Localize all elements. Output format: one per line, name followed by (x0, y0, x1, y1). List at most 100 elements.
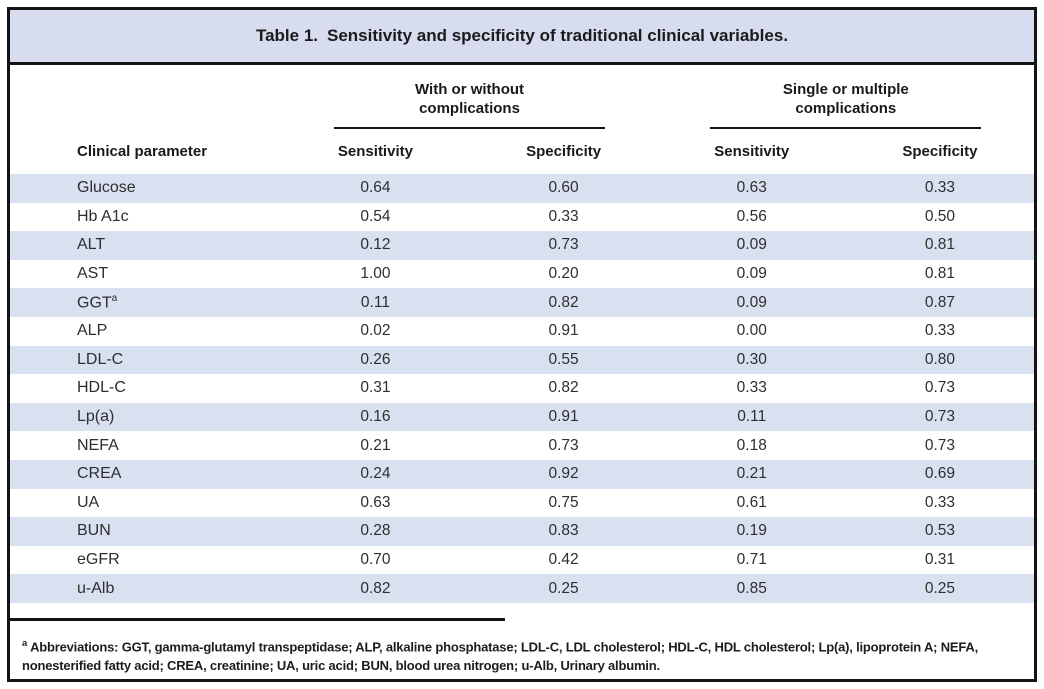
footnote-text: Abbreviations: GGT, gamma-glutamyl trans… (22, 639, 978, 674)
row-value: 0.12 (360, 236, 391, 254)
row-value: 0.25 (924, 579, 955, 597)
row-value: 0.33 (736, 379, 767, 397)
row-parameter-label: LDL-C (77, 350, 124, 368)
row-value: 0.81 (924, 265, 955, 283)
row-value: 0.28 (360, 522, 391, 540)
row-value: 0.09 (736, 293, 767, 311)
table-figure: Table 1. Sensitivity and specificity of … (7, 7, 1037, 682)
row-value: 0.33 (924, 322, 955, 340)
table-row: BUN 0.28 0.83 0.19 0.53 (10, 517, 1034, 546)
column-header-sensitivity-1: Sensitivity (337, 143, 413, 160)
column-header-row: Clinical parameter Sensitivity Specifici… (10, 129, 1034, 174)
row-value: 0.60 (548, 179, 579, 197)
row-value: 0.61 (736, 493, 767, 511)
table-row: Glucose 0.64 0.60 0.63 0.33 (10, 174, 1034, 203)
table-row: HDL-C 0.31 0.82 0.33 0.73 (10, 374, 1034, 403)
table-row: eGFR 0.70 0.42 0.71 0.31 (10, 546, 1034, 575)
table-body: Glucose 0.64 0.60 0.63 0.33 Hb A1c 0.54 0.33 0.5… (10, 174, 1034, 603)
row-value: 0.42 (548, 551, 579, 569)
row-parameter-label: BUN (77, 522, 111, 540)
column-group-single-or-multiple: Single or multiple complications (658, 65, 1034, 129)
row-value: 0.70 (360, 551, 391, 569)
row-parameter-label: HDL-C (77, 379, 126, 397)
row-parameter-label: ALT (77, 236, 106, 254)
row-value: 0.69 (924, 465, 955, 483)
row-value: 0.20 (548, 265, 579, 283)
row-parameter-label: eGFR (77, 551, 120, 569)
clinical-variables-table: With or without complications Single or … (10, 65, 1034, 603)
row-value: 0.81 (924, 236, 955, 254)
row-value: 0.73 (924, 379, 955, 397)
row-value: 0.26 (360, 350, 391, 368)
row-parameter-label: Glucose (77, 179, 136, 197)
row-value: 0.73 (548, 236, 579, 254)
row-parameter-label: ALP (77, 322, 108, 340)
row-value: 0.24 (360, 465, 391, 483)
row-value: 0.00 (736, 322, 767, 340)
row-value: 0.19 (736, 522, 767, 540)
table-row: CREA 0.24 0.92 0.21 0.69 (10, 459, 1034, 489)
row-value: 0.63 (360, 493, 391, 511)
row-value: 0.64 (360, 179, 391, 197)
group-label-line2: complications (419, 100, 520, 117)
row-value: 0.54 (360, 207, 391, 225)
row-value: 0.09 (736, 236, 767, 254)
table-bottom-rule (10, 617, 505, 621)
table-row: ALP 0.02 0.91 0.00 0.33 (10, 317, 1034, 346)
column-group-with-or-without: With or without complications (281, 65, 657, 129)
column-header-specificity-1: Specificity (526, 143, 602, 160)
table-number: Table 1. (255, 26, 318, 45)
row-value: 0.33 (548, 207, 579, 225)
row-value: 0.75 (548, 493, 579, 511)
footnote-marker: a (22, 637, 28, 649)
row-value: 0.92 (548, 465, 579, 483)
row-value: 0.73 (548, 436, 579, 454)
row-value: 0.31 (360, 379, 391, 397)
row-value: 0.50 (924, 207, 955, 225)
row-value: 0.18 (736, 436, 767, 454)
row-value: 0.11 (360, 293, 390, 311)
row-value: 0.31 (924, 551, 955, 569)
column-header-specificity-2: Specificity (902, 143, 978, 160)
table-row: GGTa 0.11 0.82 0.09 0.87 (10, 288, 1034, 317)
group-label-line1: Single or multiple (782, 81, 909, 98)
row-value: 0.33 (924, 493, 955, 511)
column-group-row: With or without complications Single or … (10, 65, 1034, 129)
table-row: Hb A1c 0.54 0.33 0.56 0.50 (10, 203, 1034, 232)
row-value: 0.56 (736, 207, 767, 225)
row-parameter-label: Lp(a) (77, 408, 115, 426)
row-value: 0.25 (548, 579, 579, 597)
table-row: Lp(a) 0.16 0.91 0.11 0.73 (10, 402, 1034, 432)
row-value: 0.02 (360, 322, 391, 340)
row-parameter-label: GGTa (77, 293, 118, 312)
group-label-line2: complications (795, 100, 897, 117)
row-value: 0.82 (548, 379, 579, 397)
table-row: u-Alb 0.82 0.25 0.85 0.25 (10, 574, 1034, 603)
footnote: a Abbreviations: GGT, gamma-glutamyl tran… (22, 634, 1020, 675)
row-value: 0.83 (548, 522, 579, 540)
row-value: 0.71 (736, 551, 767, 569)
footnote-reference-mark: a (111, 293, 118, 304)
row-parameter-label: CREA (77, 465, 122, 483)
row-value: 0.55 (548, 350, 579, 368)
row-value: 0.91 (548, 408, 579, 426)
table-row: AST 1.00 0.20 0.09 0.81 (10, 260, 1034, 289)
row-parameter-label: AST (77, 265, 109, 283)
row-parameter-label: u-Alb (77, 579, 115, 597)
row-value: 0.09 (736, 265, 767, 283)
row-value: 0.11 (737, 408, 767, 426)
row-value: 0.30 (736, 350, 767, 368)
row-parameter-label: Hb A1c (77, 207, 129, 225)
table-header: With or without complications Single or … (10, 65, 1034, 174)
row-value: 0.21 (360, 436, 391, 454)
table-caption: Table 1. Sensitivity and specificity of … (10, 10, 1034, 65)
table-row: ALT 0.12 0.73 0.09 0.81 (10, 231, 1034, 260)
row-value: 0.73 (924, 436, 955, 454)
row-value: 0.85 (736, 579, 767, 597)
row-value: 0.91 (548, 322, 579, 340)
table-row: UA 0.63 0.75 0.61 0.33 (10, 489, 1034, 518)
row-value: 1.00 (360, 265, 391, 283)
column-header-clinical-parameter: Clinical parameter (77, 143, 208, 160)
empty-corner-cell (10, 65, 281, 129)
